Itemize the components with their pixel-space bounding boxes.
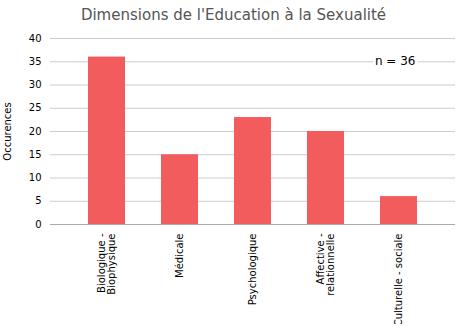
svg-text:Psychologique: Psychologique [247,234,258,306]
svg-text:20: 20 [29,126,42,137]
html-text:Dimensions de l'Education à la: Dimensions de l'Education à la Sexualité [80,6,387,24]
svg-text:Occurences: Occurences [2,102,13,160]
svg-text:Culturelle - sociale: Culturelle - sociale [393,234,404,325]
svg-text:10: 10 [29,172,42,183]
svg-text:0: 0 [35,219,41,230]
svg-text:35: 35 [29,56,42,67]
svg-text:Biologique -Biophysique: Biologique -Biophysique [96,233,117,295]
svg-text:Affective -relationnelle: Affective -relationnelle [315,233,336,296]
svg-text:30: 30 [29,79,42,90]
svg-text:5: 5 [35,195,41,206]
svg-text:25: 25 [29,102,42,113]
svg-text:Médicale: Médicale [174,234,185,278]
svg-text:40: 40 [29,33,42,44]
svg-text:n = 36: n = 36 [375,54,416,68]
svg-text:15: 15 [29,149,42,160]
